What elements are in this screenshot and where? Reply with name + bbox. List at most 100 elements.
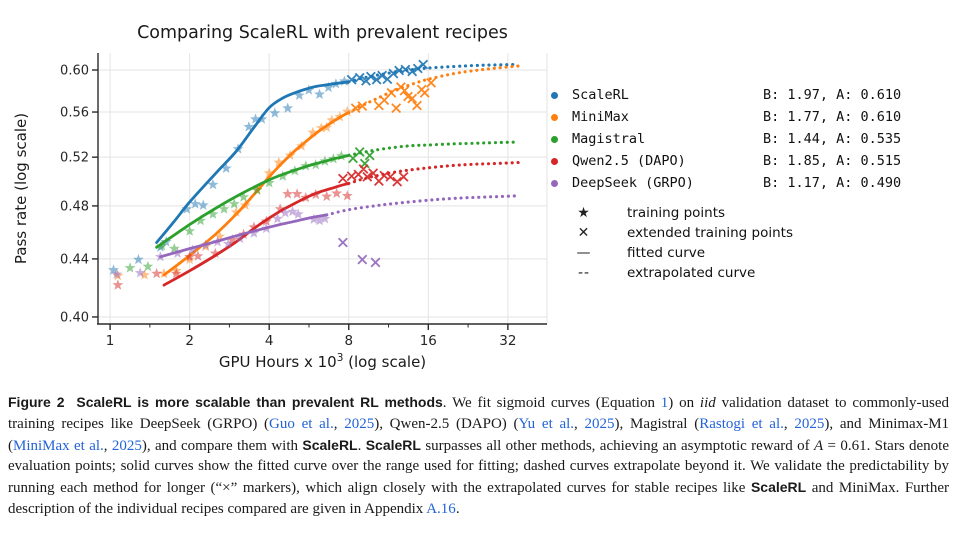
legend-row-deepseek-grpo: DeepSeek (GRPO) B: 1.17, A: 0.490 [551,172,901,194]
extrapolated-curve-qwen2-5-dapo [347,160,520,186]
svg-text:0.40: 0.40 [60,310,89,325]
svg-text:0.60: 0.60 [60,64,89,79]
svg-text:0.56: 0.56 [60,106,89,121]
citation-link[interactable]: 2025 [344,415,375,432]
series-legend: ScaleRL B: 1.97, A: 0.610 MiniMax B: 1.7… [551,84,901,194]
series-magistral [124,140,520,273]
citation-link[interactable]: Rastogi et al. [699,415,784,432]
caption-text: validation dataset to commonly-used trai… [8,395,949,432]
svg-text:32: 32 [499,333,516,349]
caption-text: . [357,437,366,454]
legend-series-params: B: 1.77, A: 0.610 [763,109,902,125]
svg-text:4: 4 [265,333,274,349]
legend-series-name: DeepSeek (GRPO) [572,175,694,191]
caption-italic-text: A [813,437,824,454]
extrapolated-curve-scalerl [347,62,520,84]
marker-legend-label: fitted curve [627,245,706,261]
caption-text: ), Qwen-2.5 (DAPO) ( [374,415,519,432]
svg-text:0.52: 0.52 [60,151,89,166]
citation-link[interactable]: Guo et al. [269,415,334,432]
caption-text: . [455,500,460,517]
legend-row-magistral: Magistral B: 1.44, A: 0.535 [551,128,901,150]
marker-glyph-icon: — [576,245,592,261]
citation-link[interactable]: Yu et al. [518,415,575,432]
legend-row-minimax: MiniMax B: 1.77, A: 0.610 [551,106,901,128]
training-points-qwen2-5-dapo [112,187,353,290]
extended-training-points-magistral [348,146,375,169]
legend-series-params: B: 1.44, A: 0.535 [763,131,902,147]
marker-legend-label: extended training points [627,225,794,241]
y-axis-label: Pass rate (log scale) [12,113,30,264]
x-axis-label: GPU Hours x 103 (log scale) [219,352,426,371]
caption-text: . We fit sigmoid curves (Equation [442,395,661,411]
series-qwen2-5-dapo [112,160,520,290]
legend-row-qwen2-5-dapo: Qwen2.5 (DAPO) B: 1.85, A: 0.515 [551,150,901,172]
extended-training-points-minimax [350,77,437,114]
caption-italic-text: iid [699,395,716,411]
marker-legend-label: extrapolated curve [627,265,756,281]
legend-series-params: B: 1.17, A: 0.490 [763,175,902,191]
extended-training-points-qwen2-5-dapo [337,164,409,187]
marker-legend-row: ✕ extended training points [565,223,793,243]
caption-text: , [783,415,795,432]
extended-training-points-deepseek-grpo [337,237,381,268]
extended-training-points-scalerl [346,59,429,86]
training-points-deepseek-grpo [111,206,331,279]
series-deepseek-grpo [111,194,520,279]
caption-text: = 0.61. Stars denote evaluation points; … [8,437,950,497]
marker-legend-row: — fitted curve [565,243,793,263]
fitted-curve-scalerl [155,80,351,244]
svg-text:0.44: 0.44 [60,252,89,267]
svg-text:2: 2 [185,333,194,349]
figure-caption: Figure 2 ScaleRL is more scalable than p… [8,392,949,520]
figure-chart: 1 2 4 8 16 32 0.40 0.44 0.48 0.52 0.56 0.60 Comparin… [12,23,548,371]
marker-legend-row: ★ training points [565,203,793,223]
legend-series-name: Qwen2.5 (DAPO) [572,153,686,169]
citation-link[interactable]: MiniMax et al. [13,437,104,454]
legend-color-dot [551,135,558,143]
citation-link[interactable]: 1 [660,395,669,411]
legend-color-dot [551,113,558,121]
caption-bold-text: ScaleRL [750,479,807,496]
axes-spines [97,53,547,325]
marker-legend-label: training points [627,205,726,221]
citation-link[interactable]: A.16 [426,500,456,517]
caption-text: ), Magistral ( [614,415,700,432]
training-points-magistral [124,150,347,273]
svg-text:1: 1 [106,333,115,349]
legend-color-dot [551,179,558,187]
caption-text: surpasses all other methods, achieving a… [420,437,814,454]
caption-text: and MiniMax. Further description of the … [8,480,949,517]
caption-text: , [574,415,585,432]
caption-text: ), and compare them with [141,437,303,454]
legend-color-dot [551,91,558,99]
chart-title: Comparing ScaleRL with prevalent recipes [137,23,508,43]
legend-series-name: Magistral [572,131,646,147]
caption-text: ) on [668,395,700,411]
marker-legend: ★ training points ✕ extended training po… [565,203,794,283]
legend-row-scalerl: ScaleRL B: 1.97, A: 0.610 [551,84,901,106]
marker-glyph-icon: ✕ [577,225,591,241]
legend-color-dot [551,157,558,165]
extrapolated-curve-deepseek-grpo [325,194,520,217]
citation-link[interactable]: 2025 [584,415,615,432]
legend-series-name: MiniMax [572,109,629,125]
caption-text: , [103,437,112,454]
figure-label: Figure 2 [8,394,65,410]
citation-link[interactable]: 2025 [111,437,142,454]
svg-text:8: 8 [344,333,353,349]
caption-text: ), and Minimax-M1 ( [8,415,950,454]
caption-text: , [333,415,345,432]
marker-glyph-icon: -- [577,265,591,281]
series-minimax [112,64,520,281]
caption-bold-text: ScaleRL [365,436,421,453]
legend-series-params: B: 1.97, A: 0.610 [763,87,902,103]
caption-bold-text: ScaleRL is more scalable than prevalent … [76,394,443,410]
axis-ticks: 1 2 4 8 16 32 0.40 0.44 0.48 0.52 0.56 0.60 [60,64,516,349]
caption-bold-text: ScaleRL [302,436,358,453]
series-scalerl [108,59,520,275]
citation-link[interactable]: 2025 [794,415,825,432]
svg-text:16: 16 [420,333,437,349]
marker-glyph-icon: ★ [577,205,591,221]
svg-text:0.48: 0.48 [60,199,89,214]
